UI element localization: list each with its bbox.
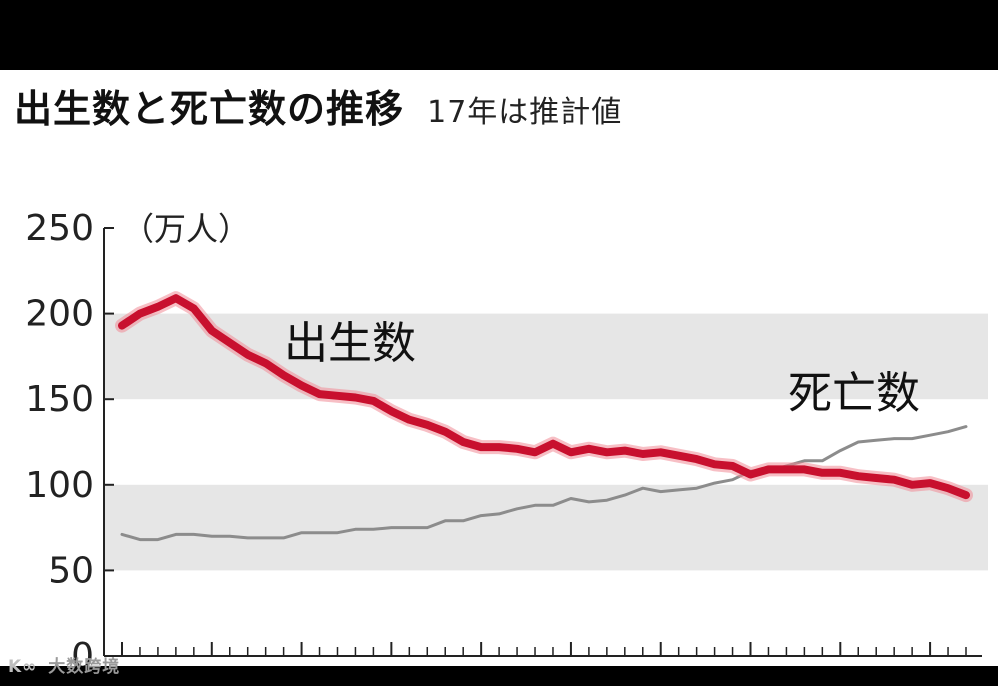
series-line-deaths [120,425,968,542]
watermark-logo: K∞ [8,657,38,677]
series-label-deaths: 死亡数 [788,368,920,419]
chart-title: 出生数と死亡数の推移 [14,87,405,131]
y-tick-label-100: 100 [25,465,94,506]
y-tick-label-0: 0 [71,636,94,666]
line-chart: 050100150200250（万人）70年758085909500051015… [25,208,988,666]
series-line-births [118,294,970,500]
title-row: 出生数と死亡数の推移 17年は推計値 [14,78,622,133]
y-unit-label: （万人） [122,210,250,248]
shaded-band-0 [104,484,988,571]
y-tick-label-150: 150 [25,379,94,420]
watermark-text: 大数跨境 [48,657,121,677]
chart-panel: 出生数と死亡数の推移 17年は推計値 050100150200250（万人）70… [0,70,998,666]
y-tick-label-250: 250 [25,208,94,249]
series-label-births: 出生数 [284,318,416,369]
y-tick-label-50: 50 [48,550,94,591]
y-tick-label-200: 200 [25,294,94,335]
chart-subtitle: 17年は推計値 [427,95,623,130]
watermark: K∞ 大数跨境 [8,652,120,677]
